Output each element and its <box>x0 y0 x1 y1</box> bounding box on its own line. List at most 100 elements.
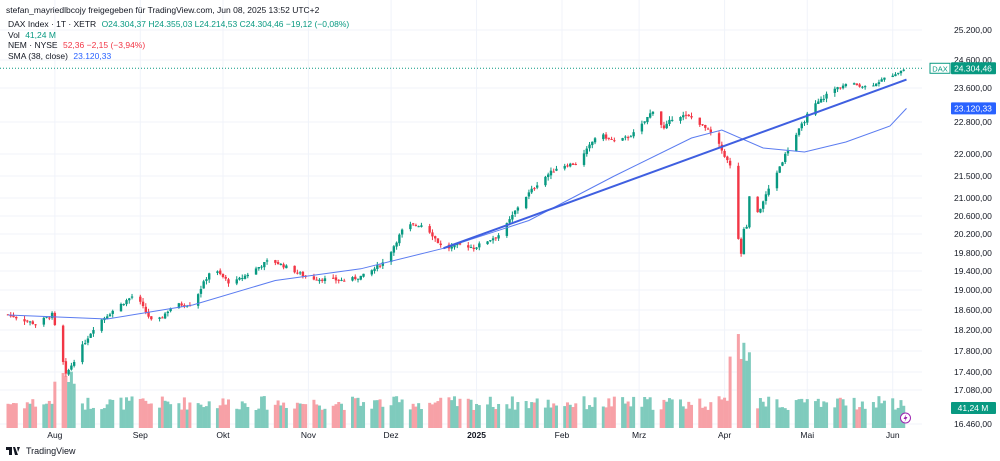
volume-bar <box>356 397 360 428</box>
candle-body <box>81 344 84 363</box>
volume-bar <box>582 396 586 428</box>
time-tick-label: Mrz <box>632 430 646 440</box>
volume-bar <box>226 399 230 428</box>
candle-body <box>12 314 15 318</box>
candle-body <box>899 70 903 74</box>
volume-bar <box>863 408 867 428</box>
candle-body <box>420 225 423 227</box>
time-tick-label: Mai <box>800 430 814 440</box>
legend-nem-row[interactable]: NEM · NYSE 52,36 −2,15 (−3,94%) <box>8 40 349 51</box>
candle-body <box>659 111 663 125</box>
volume-bar <box>34 406 38 428</box>
candle-body <box>263 262 266 268</box>
candle-body <box>682 115 685 118</box>
volume-bar <box>640 406 644 428</box>
volume-bar <box>607 398 611 428</box>
price-tick-label: 22.800,00 <box>954 117 992 127</box>
legend-sma-row[interactable]: SMA (38, close) 23.120,33 <box>8 51 349 62</box>
volume-tag-value: 41,24 M <box>958 403 989 413</box>
candle-body <box>169 308 172 312</box>
volume-bar <box>891 398 895 428</box>
candle-body <box>709 129 713 133</box>
candle-body <box>745 226 748 229</box>
candle-body <box>621 138 624 141</box>
candle-body <box>6 314 10 316</box>
candle-body <box>717 133 721 144</box>
volume-bar <box>491 406 495 428</box>
volume-bar <box>554 405 558 428</box>
candle-body <box>546 174 550 178</box>
volume-bar <box>323 408 327 428</box>
candle-body <box>395 242 398 247</box>
volume-bar <box>282 402 286 428</box>
candle-body <box>533 188 536 190</box>
publisher-caption: stefan_mayriedlbcojy freigegeben für Tra… <box>6 5 320 15</box>
candle-body <box>665 123 668 129</box>
candle-body <box>574 164 577 166</box>
legend-symbol-row[interactable]: DAX Index · 1T · XETR O24.304,37 H24.355… <box>8 19 349 30</box>
candle-body <box>822 98 826 100</box>
candle-body <box>450 246 453 249</box>
candle-body <box>610 138 613 140</box>
price-tick-label: 19.000,00 <box>954 285 992 295</box>
candle-body <box>376 265 379 269</box>
candle-body <box>9 315 12 317</box>
candle-body <box>409 224 412 230</box>
symbol-label: DAX Index · 1T · XETR <box>8 19 97 29</box>
price-tick-label: 20.200,00 <box>954 229 992 239</box>
volume-bar <box>623 403 627 428</box>
volume-bar <box>147 403 151 428</box>
candle-body <box>332 277 335 279</box>
candle-body <box>781 162 784 166</box>
volume-bar <box>825 402 829 428</box>
candle-body <box>246 274 249 277</box>
volume-bar <box>723 397 727 428</box>
candle-body <box>602 134 605 140</box>
candle-body <box>761 201 765 209</box>
volume-bar <box>180 409 184 428</box>
volume-bar <box>130 396 134 428</box>
candle-body <box>756 196 759 213</box>
volume-bar <box>612 396 616 428</box>
candle-body <box>775 172 779 189</box>
candle-body <box>819 98 823 103</box>
candle-body <box>108 314 112 317</box>
volume-bar <box>389 405 393 428</box>
candle-body <box>196 294 200 306</box>
volume-bar <box>510 396 514 428</box>
candle-body <box>648 113 652 118</box>
volume-bar <box>83 409 87 428</box>
candle-body <box>687 114 690 117</box>
candle-body <box>340 279 343 281</box>
tradingview-branding[interactable]: TradingView <box>6 446 76 456</box>
volume-bar <box>745 360 749 428</box>
volume-bar <box>436 401 440 428</box>
candle-body <box>417 226 420 228</box>
volume-bar <box>9 404 13 428</box>
indicator-lines <box>7 78 907 320</box>
candle-body <box>469 247 473 249</box>
volume-bar <box>221 398 225 428</box>
legend-volume-row[interactable]: Vol 41,24 M <box>8 30 349 41</box>
volume-bar <box>466 398 470 428</box>
candle-body <box>265 260 269 262</box>
volume-bar <box>764 406 768 428</box>
last-price-tag <box>951 62 996 75</box>
candle-body <box>221 273 225 277</box>
volume-bar <box>527 408 531 428</box>
candle-body <box>456 243 459 246</box>
candle-body <box>45 316 48 318</box>
candle-body <box>651 111 655 114</box>
candle-body <box>839 87 842 89</box>
volume-bar <box>706 409 710 428</box>
volume-bar <box>188 402 192 428</box>
volume-value-tag <box>951 402 996 414</box>
volume-bar <box>803 402 807 428</box>
last-price-symbol: DAX <box>932 64 947 73</box>
candle-body <box>34 324 37 326</box>
candle-body <box>389 252 393 263</box>
candle-body <box>508 219 511 223</box>
candle-body <box>475 247 478 249</box>
volume-bar <box>80 403 84 428</box>
candle-body <box>883 77 886 80</box>
